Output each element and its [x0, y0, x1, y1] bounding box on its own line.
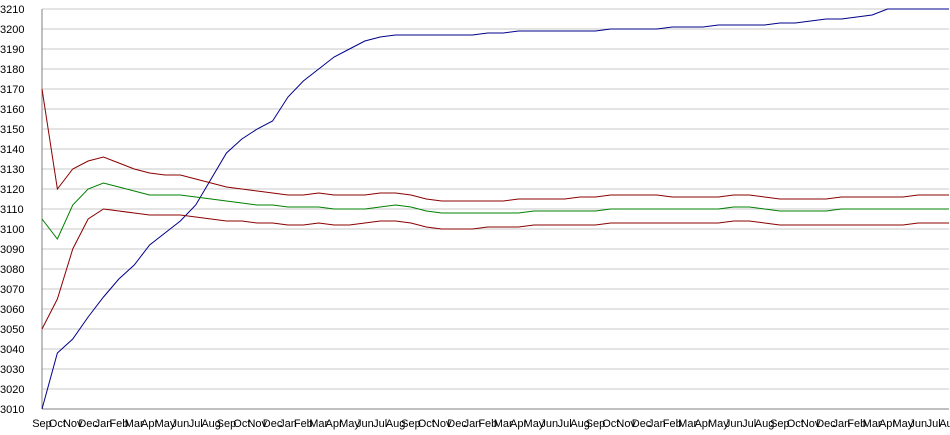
- y-tick-label: 3130: [0, 164, 24, 176]
- x-tick-label: Feb: [294, 418, 313, 430]
- x-tick-label: Mar: [494, 418, 513, 430]
- y-tick-label: 3210: [0, 4, 24, 16]
- x-tick-label: May: [155, 418, 176, 430]
- x-tick-label: Feb: [109, 418, 128, 430]
- x-tick-label: Feb: [478, 418, 497, 430]
- x-tick-label: Aug: [386, 418, 406, 430]
- y-tick-label: 3190: [0, 44, 24, 56]
- x-tick-label: Feb: [847, 418, 866, 430]
- series-line: [41, 8, 949, 410]
- x-tick-label: Jul: [927, 418, 941, 430]
- x-tick-label: Feb: [663, 418, 682, 430]
- y-tick-label: 3040: [0, 344, 24, 356]
- x-tick-label: Apr: [694, 418, 711, 430]
- x-tick-label: Mar: [678, 418, 697, 430]
- x-tick-label: Nov: [801, 418, 821, 430]
- x-tick-label: Jan: [833, 418, 851, 430]
- x-tick-label: Jan: [464, 418, 482, 430]
- y-tick-label: 3050: [0, 324, 24, 336]
- x-tick-label: Jun: [356, 418, 374, 430]
- x-tick-label: Aug: [755, 418, 775, 430]
- series-line: [41, 88, 949, 202]
- x-tick-label: Aug: [570, 418, 590, 430]
- x-tick-label: Sep: [770, 418, 790, 430]
- x-tick-label: Apr: [326, 418, 343, 430]
- y-tick-label: 3110: [0, 204, 24, 216]
- x-tick-label: Oct: [602, 418, 619, 430]
- x-tick-label: Sep: [401, 418, 421, 430]
- x-tick-label: Jun: [540, 418, 558, 430]
- x-tick-label: Aug: [939, 418, 950, 430]
- x-tick-label: Apr: [141, 418, 158, 430]
- x-tick-label: Jan: [279, 418, 297, 430]
- x-tick-label: May: [892, 418, 913, 430]
- y-tick-label: 3060: [0, 304, 24, 316]
- x-tick-label: Mar: [309, 418, 328, 430]
- x-tick-label: Jun: [171, 418, 189, 430]
- y-tick-label: 3120: [0, 184, 24, 196]
- x-tick-label: Dec: [447, 418, 467, 430]
- x-tick-label: Jul: [189, 418, 203, 430]
- x-tick-label: Jan: [95, 418, 113, 430]
- y-tick-label: 3070: [0, 284, 24, 296]
- x-tick-label: Apr: [879, 418, 896, 430]
- x-tick-label: Apr: [510, 418, 527, 430]
- series-line: [41, 182, 949, 240]
- x-tick-label: Oct: [418, 418, 435, 430]
- x-tick-label: May: [524, 418, 545, 430]
- y-tick-label: 3010: [0, 404, 24, 416]
- series-line: [41, 208, 949, 330]
- y-tick-label: 3200: [0, 24, 24, 36]
- x-tick-label: Mar: [863, 418, 882, 430]
- x-tick-label: Oct: [233, 418, 250, 430]
- x-tick-label: Oct: [787, 418, 804, 430]
- x-tick-label: Mar: [125, 418, 144, 430]
- x-tick-label: Sep: [586, 418, 606, 430]
- x-tick-label: Nov: [247, 418, 267, 430]
- x-tick-label: Jul: [742, 418, 756, 430]
- y-tick-label: 3170: [0, 84, 24, 96]
- x-tick-label: Dec: [816, 418, 836, 430]
- x-tick-label: Dec: [78, 418, 98, 430]
- x-tick-label: Dec: [632, 418, 652, 430]
- y-tick-label: 3030: [0, 364, 24, 376]
- x-tick-label: Jun: [725, 418, 743, 430]
- x-tick-label: Jul: [373, 418, 387, 430]
- x-tick-label: Nov: [432, 418, 452, 430]
- y-tick-label: 3180: [0, 64, 24, 76]
- x-tick-label: Sep: [217, 418, 237, 430]
- x-tick-label: Jan: [648, 418, 666, 430]
- x-tick-label: Aug: [201, 418, 221, 430]
- x-tick-label: May: [708, 418, 729, 430]
- y-tick-label: 3090: [0, 244, 24, 256]
- x-tick-label: Nov: [63, 418, 83, 430]
- x-tick-label: Jul: [558, 418, 572, 430]
- y-tick-label: 3140: [0, 144, 24, 156]
- y-tick-label: 3150: [0, 124, 24, 136]
- y-tick-label: 3020: [0, 384, 24, 396]
- x-tick-label: May: [339, 418, 360, 430]
- x-tick-label: Jun: [909, 418, 927, 430]
- y-tick-label: 3100: [0, 224, 24, 236]
- x-tick-label: Dec: [263, 418, 283, 430]
- y-tick-label: 3080: [0, 264, 24, 276]
- x-tick-label: Sep: [32, 418, 52, 430]
- x-tick-label: Nov: [616, 418, 636, 430]
- x-tick-label: Oct: [49, 418, 66, 430]
- y-tick-label: 3160: [0, 104, 24, 116]
